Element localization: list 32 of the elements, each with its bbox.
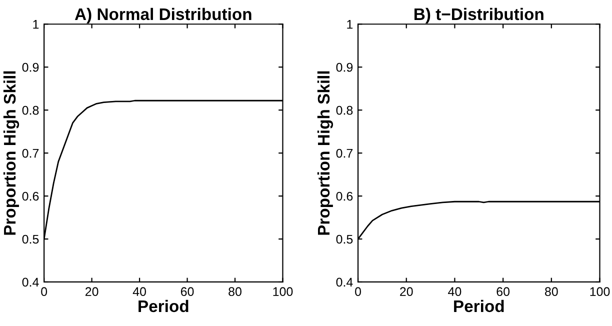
x-tick-label: 20 — [400, 287, 413, 296]
y-tick-label: 0.7 — [336, 148, 353, 158]
y-axis-title: Proportion High Skill — [3, 71, 20, 235]
y-tick-label: 0.5 — [336, 234, 353, 244]
x-tick-label: 80 — [545, 287, 558, 296]
x-tick-label: 100 — [273, 287, 293, 296]
y-tick-label: 0.6 — [336, 192, 353, 201]
y-tick-label: 1 — [347, 20, 353, 29]
chart-title: A) Normal Distribution — [74, 8, 252, 24]
x-tick-label: 80 — [228, 287, 242, 296]
x-tick-label: 60 — [496, 287, 510, 296]
x-axis-title: Period — [138, 300, 188, 312]
x-tick-label: 100 — [590, 287, 610, 296]
y-tick-label: 0.9 — [336, 62, 353, 72]
y-axis-title: Proportion High Skill — [317, 71, 334, 235]
y-tick-label: 0.7 — [22, 148, 39, 158]
x-tick-label: 0 — [355, 287, 362, 296]
x-tick-label: 20 — [85, 287, 98, 296]
y-tick-label: 0.8 — [336, 106, 353, 115]
y-tick-label: 1 — [33, 20, 39, 29]
x-tick-label: 0 — [41, 287, 48, 296]
y-tick-label: 0.4 — [22, 278, 39, 287]
x-tick-label: 40 — [448, 287, 462, 296]
y-tick-label: 0.8 — [22, 106, 39, 115]
y-tick-label: 0.6 — [22, 192, 39, 201]
y-tick-label: 0.9 — [22, 62, 39, 72]
x-axis-title: Period — [454, 300, 504, 312]
y-tick-label: 0.4 — [336, 278, 353, 287]
chart-title: B) t−Distribution — [414, 8, 544, 24]
y-tick-label: 0.5 — [22, 234, 39, 244]
x-tick-label: 40 — [132, 287, 146, 296]
x-tick-label: 60 — [180, 287, 194, 296]
